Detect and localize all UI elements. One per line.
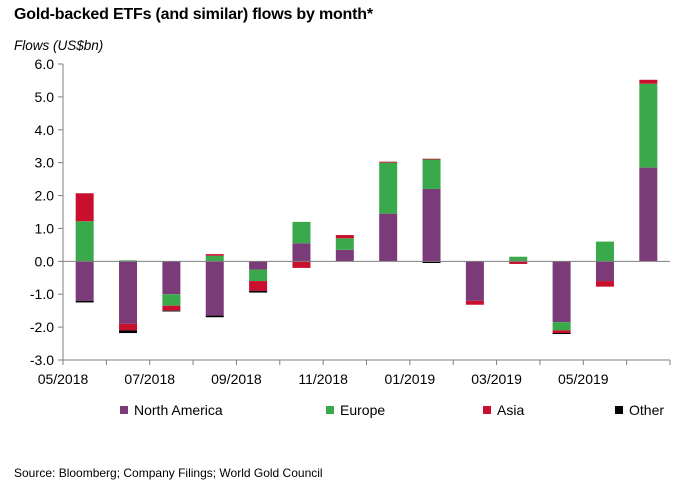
bar-asia bbox=[75, 193, 94, 222]
bar-europe bbox=[509, 256, 528, 261]
legend-label-other: Other bbox=[629, 402, 665, 418]
bar-asia bbox=[205, 254, 224, 256]
bar-other bbox=[119, 330, 138, 334]
y-tick-label: 2.0 bbox=[35, 188, 55, 204]
y-tick-label: -2.0 bbox=[30, 319, 54, 335]
y-tick-label: -3.0 bbox=[30, 352, 54, 368]
bar-other bbox=[75, 300, 94, 303]
bar-north-america bbox=[379, 213, 398, 262]
y-tick-label: 4.0 bbox=[35, 122, 55, 138]
source-note: Source: Bloomberg; Company Filings; Worl… bbox=[14, 466, 323, 480]
y-tick-label: 0.0 bbox=[35, 253, 55, 269]
legend-swatch-other bbox=[615, 406, 623, 414]
bar-europe bbox=[422, 159, 441, 189]
legend-label-north-america: North America bbox=[134, 402, 223, 418]
bar-asia bbox=[119, 323, 138, 331]
bar-asia bbox=[552, 330, 571, 334]
bar-north-america bbox=[639, 167, 658, 262]
y-tick-label: 6.0 bbox=[35, 56, 55, 72]
bar-europe bbox=[335, 238, 354, 250]
bar-europe bbox=[595, 241, 614, 262]
bar-other bbox=[552, 333, 571, 335]
bar-north-america bbox=[119, 261, 138, 324]
x-tick-label: 05/2019 bbox=[558, 371, 609, 387]
bar-europe bbox=[162, 294, 181, 306]
x-tick-label: 01/2019 bbox=[385, 371, 436, 387]
bar-north-america bbox=[249, 261, 268, 270]
legend-swatch-europe bbox=[326, 406, 334, 414]
bar-asia bbox=[162, 305, 181, 311]
bar-north-america bbox=[465, 261, 484, 301]
y-axis-label: Flows (US$bn) bbox=[14, 38, 104, 53]
bar-europe bbox=[75, 221, 94, 262]
bar-asia bbox=[639, 79, 658, 84]
bar-other bbox=[162, 310, 181, 312]
legend-swatch-north-america bbox=[120, 406, 128, 414]
x-tick-label: 03/2019 bbox=[471, 371, 522, 387]
bar-asia bbox=[292, 261, 311, 268]
bar-other bbox=[249, 290, 268, 293]
bar-other bbox=[422, 261, 441, 263]
bar-north-america bbox=[595, 261, 614, 282]
x-tick-label: 09/2018 bbox=[211, 371, 262, 387]
bar-north-america bbox=[292, 243, 311, 262]
bar-north-america bbox=[422, 188, 441, 262]
chart-legend: North America Europe Asia Other bbox=[0, 402, 693, 422]
y-tick-label: -1.0 bbox=[30, 286, 54, 302]
y-tick-label: 5.0 bbox=[35, 89, 55, 105]
bar-north-america bbox=[335, 249, 354, 262]
bar-asia bbox=[595, 281, 614, 287]
bar-north-america bbox=[75, 261, 94, 301]
legend-item-asia: Asia bbox=[483, 402, 524, 418]
bar-europe bbox=[552, 322, 571, 331]
bar-asia bbox=[249, 281, 268, 291]
bar-north-america bbox=[552, 261, 571, 323]
legend-label-europe: Europe bbox=[340, 402, 386, 418]
legend-item-europe: Europe bbox=[326, 402, 385, 418]
legend-swatch-asia bbox=[483, 406, 491, 414]
y-tick-label: 3.0 bbox=[35, 155, 55, 171]
x-tick-label: 07/2018 bbox=[124, 371, 175, 387]
x-tick-label: 05/2018 bbox=[38, 371, 89, 387]
chart-plot: -3.0 -2.0 -1.0 0.0 1.0 2.0 3.0 4.0 5.0 6.0 05/2018… bbox=[30, 56, 671, 387]
bar-europe bbox=[205, 255, 224, 262]
bar-asia bbox=[465, 300, 484, 305]
bar-other bbox=[205, 315, 224, 318]
legend-item-north-america: North America bbox=[120, 402, 223, 418]
bar-asia bbox=[422, 158, 441, 160]
bar-asia bbox=[509, 261, 528, 264]
bar-europe bbox=[379, 162, 398, 214]
bar-asia bbox=[335, 235, 354, 239]
bar-europe bbox=[249, 269, 268, 282]
legend-item-other: Other bbox=[615, 402, 664, 418]
y-tick-label: 1.0 bbox=[35, 220, 55, 236]
bar-europe bbox=[639, 83, 658, 168]
x-tick-label: 11/2018 bbox=[298, 371, 348, 387]
bar-europe bbox=[292, 221, 311, 244]
bar-asia bbox=[379, 161, 398, 163]
bar-north-america bbox=[205, 261, 224, 316]
chart-title: Gold-backed ETFs (and similar) flows by … bbox=[14, 6, 373, 23]
legend-label-asia: Asia bbox=[497, 402, 525, 418]
bar-north-america bbox=[162, 261, 181, 295]
